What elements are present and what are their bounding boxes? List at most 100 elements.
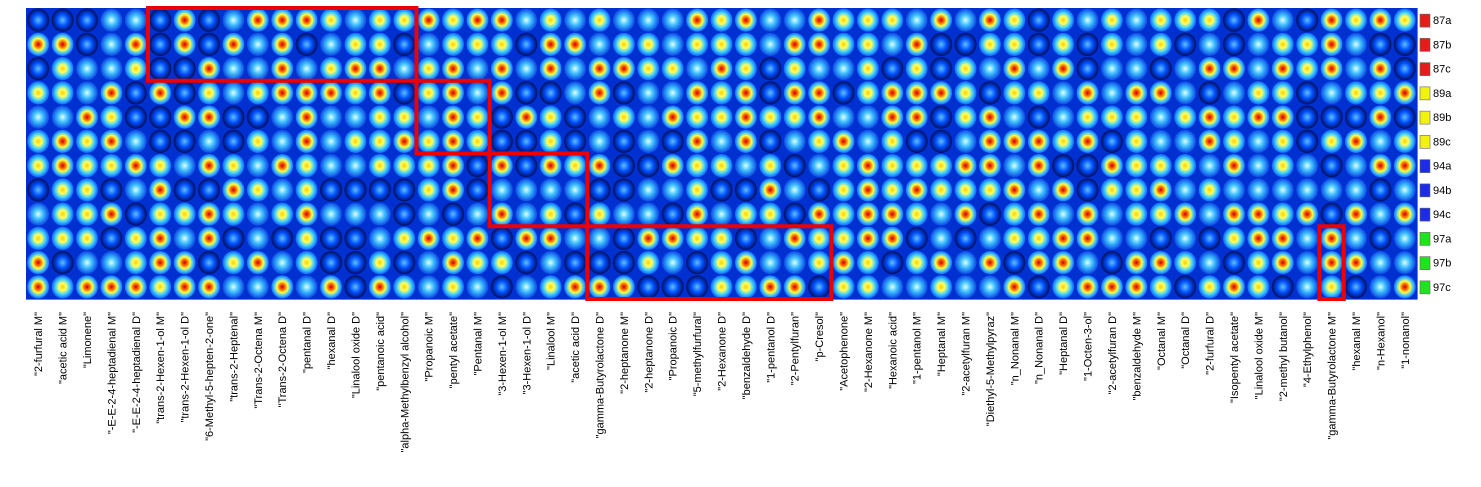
heatmap-cell-blob <box>1296 178 1319 202</box>
heatmap-cell-blob <box>1125 32 1148 57</box>
heatmap-cell-blob <box>1271 56 1294 81</box>
heatmap-cell-blob <box>1003 129 1026 154</box>
heatmap-cell-blob <box>393 250 416 275</box>
heatmap-cell-blob <box>51 56 74 81</box>
heatmap-cell-blob <box>905 129 928 154</box>
column-labels: "2-furfural M" "acetic acid M" "Limonene" "… <box>33 312 1412 453</box>
heatmap-cell-blob <box>612 56 635 81</box>
column-label: "Linalool oxide D" <box>350 312 362 398</box>
heatmap-cell-blob <box>905 275 928 299</box>
heatmap-cell-blob <box>76 8 98 32</box>
heatmap-cell-blob <box>978 153 1001 178</box>
heatmap-cell-blob <box>1149 56 1172 81</box>
heatmap-cell-blob <box>173 81 196 105</box>
heatmap-cell-blob <box>734 202 757 226</box>
column-label: "p-Cresol" <box>814 312 826 361</box>
heatmap-cell-blob <box>368 250 391 275</box>
heatmap-cell-blob <box>539 275 562 299</box>
heatmap-cell-blob <box>588 32 611 57</box>
heatmap-cell-blob <box>905 32 928 57</box>
heatmap-cell-blob <box>856 275 879 299</box>
heatmap-cell-blob <box>1198 32 1221 57</box>
heatmap-cell-blob <box>881 226 904 251</box>
heatmap-cell-blob <box>978 226 1001 251</box>
heatmap-cell-blob <box>1027 153 1050 178</box>
heatmap-cell-blob <box>198 56 221 81</box>
row-color-swatch <box>1419 13 1431 28</box>
heatmap-cell-blob <box>442 8 465 32</box>
heatmap-cell-blob <box>1296 8 1319 32</box>
heatmap-cell-blob <box>1247 105 1270 129</box>
heatmap-cell-blob <box>1271 105 1294 129</box>
heatmap-cell-blob <box>295 105 318 129</box>
heatmap-cell-blob <box>393 8 416 32</box>
heatmap-cell-blob <box>149 56 172 81</box>
heatmap-cell-blob <box>27 81 50 105</box>
heatmap-cell-blob <box>1149 202 1172 226</box>
heatmap-cell-blob <box>1247 178 1270 202</box>
heatmap-cell-blob <box>808 129 831 154</box>
column-label: "hexanal M" <box>1351 312 1363 371</box>
heatmap-cell-blob <box>954 202 977 226</box>
row-label: 87b <box>1433 39 1451 51</box>
heatmap-cell-blob <box>564 202 587 226</box>
heatmap-cell-blob <box>442 275 465 299</box>
heatmap-cell-blob <box>1027 32 1050 57</box>
heatmap-cell-blob <box>930 8 953 32</box>
heatmap-cell-blob <box>1296 129 1319 154</box>
heatmap-cell-blob <box>51 226 74 251</box>
column-label: "gamma-Butyrolactone M" <box>1327 312 1339 440</box>
heatmap-cell-blob <box>515 202 538 226</box>
heatmap-cell-blob <box>1393 275 1416 299</box>
heatmap-cell-blob <box>222 226 245 251</box>
heatmap-cell-blob <box>637 178 660 202</box>
heatmap-cell-blob <box>51 129 74 154</box>
heatmap-cell-blob <box>490 202 513 226</box>
heatmap-cell-blob <box>1271 202 1294 226</box>
heatmap-cell-blob <box>710 105 733 129</box>
heatmap-cell-blob <box>1100 129 1123 154</box>
heatmap-cell-blob <box>808 153 831 178</box>
heatmap-cell-blob <box>710 81 733 105</box>
heatmap-cell-blob <box>368 32 391 57</box>
heatmap-cell-blob <box>930 250 953 275</box>
heatmap-cell-blob <box>1052 178 1075 202</box>
heatmap-cell-blob <box>368 8 391 32</box>
heatmap-cell-blob <box>222 8 245 32</box>
heatmap-cell-blob <box>393 129 416 154</box>
heatmap-cell-blob <box>588 178 611 202</box>
heatmap-cell-blob <box>1174 129 1197 154</box>
column-label: "3-Hexen-1-ol D" <box>521 312 533 394</box>
heatmap-cell-blob <box>759 275 782 299</box>
heatmap-cell-blob <box>930 81 953 105</box>
heatmap-cell-blob <box>710 56 733 81</box>
heatmap-cell-blob <box>1149 8 1172 32</box>
heatmap-cell-blob <box>173 226 196 251</box>
heatmap-cell-blob <box>1393 129 1416 154</box>
heatmap-cell-blob <box>588 153 611 178</box>
heatmap-cell-blob <box>100 178 123 202</box>
column-label: "1-pentanol M" <box>912 312 924 384</box>
heatmap-cell-blob <box>710 275 733 299</box>
heatmap-cell-blob <box>832 226 855 251</box>
heatmap-cell-blob <box>881 56 904 81</box>
heatmap-cell-blob <box>173 275 196 299</box>
heatmap-cell-blob <box>27 250 50 275</box>
heatmap-cell-blob <box>1100 8 1123 32</box>
row-label: 94a <box>1433 161 1452 173</box>
heatmap-cell-blob <box>1125 153 1148 178</box>
heatmap-cell-blob <box>466 105 489 129</box>
column-label: "benzaldehyde D" <box>741 312 753 399</box>
heatmap-cell-blob <box>100 129 123 154</box>
heatmap-cell-blob <box>515 178 538 202</box>
heatmap-cell-blob <box>76 32 98 57</box>
heatmap-cell-blob <box>1003 250 1026 275</box>
heatmap-cell-blob <box>759 81 782 105</box>
heatmap-cell-blob <box>173 178 196 202</box>
heatmap-cell-blob <box>173 250 196 275</box>
heatmap-cell-blob <box>1198 226 1221 251</box>
row-label: 89c <box>1433 136 1451 148</box>
heatmap-cell-blob <box>1320 81 1343 105</box>
heatmap-cell-blob <box>612 178 635 202</box>
heatmap-cell-blob <box>881 250 904 275</box>
